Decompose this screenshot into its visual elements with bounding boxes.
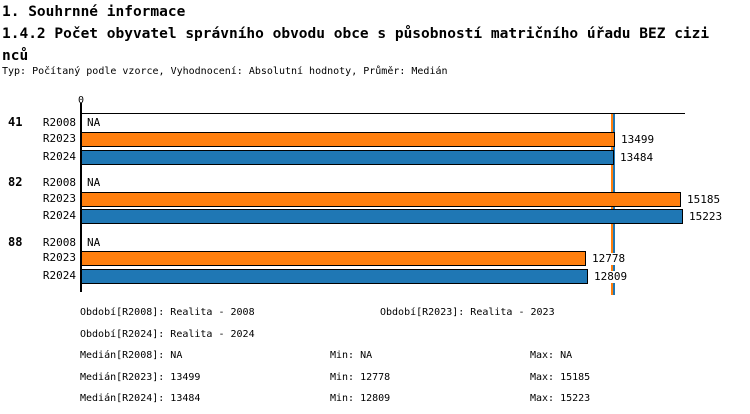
bar-r2024 xyxy=(81,209,683,225)
report-title: 1. Souhrnné informace xyxy=(2,4,186,20)
na-value-label: NA xyxy=(87,175,101,189)
series-label: R2024 xyxy=(42,149,76,163)
axis-origin-label: 0 xyxy=(77,95,85,106)
stat-period-r2008: Období[R2008]: Realita - 2008 xyxy=(80,307,255,318)
stat-max-r2023: Max: 15185 xyxy=(530,372,591,383)
series-label: R2024 xyxy=(42,209,76,223)
series-label: R2023 xyxy=(42,131,76,145)
stat-max-r2008: Max: NA xyxy=(530,350,573,361)
stat-median-r2024: Medián[R2024]: 13484 xyxy=(80,393,201,404)
stat-median-r2023: Medián[R2023]: 13499 xyxy=(80,372,201,383)
group-label: 82 xyxy=(8,174,23,189)
series-label: R2023 xyxy=(42,251,76,265)
bar-value-label: 15185 xyxy=(686,192,722,206)
bar-r2024 xyxy=(81,149,614,165)
series-label: R2008 xyxy=(42,175,76,189)
stat-median-r2008: Medián[R2008]: NA xyxy=(80,350,183,361)
bar-r2024 xyxy=(81,269,588,285)
report-subtitle: 1.4.2 Počet obyvatel správního obvodu ob… xyxy=(2,26,710,64)
series-label: R2008 xyxy=(42,116,76,129)
x-axis-top-line xyxy=(81,113,685,114)
stat-min-r2008: Min: NA xyxy=(330,350,373,361)
bar-value-label: 12778 xyxy=(591,252,627,266)
bar-value-label: 12809 xyxy=(593,270,629,284)
series-label: R2008 xyxy=(42,235,76,249)
bar-r2023 xyxy=(81,131,615,147)
group-label: 88 xyxy=(8,234,23,249)
bar-value-label: 15223 xyxy=(688,210,724,224)
series-label: R2023 xyxy=(42,191,76,205)
na-value-label: NA xyxy=(87,235,101,249)
stat-period-r2024: Období[R2024]: Realita - 2024 xyxy=(80,329,255,340)
series-label: R2024 xyxy=(42,269,76,283)
bar-value-label: 13484 xyxy=(619,150,655,164)
stat-max-r2024: Max: 15223 xyxy=(530,393,591,404)
bar-value-label: 13499 xyxy=(620,132,656,146)
group-label: 41 xyxy=(8,115,23,129)
bar-r2023 xyxy=(81,251,586,267)
bar-r2023 xyxy=(81,191,681,207)
na-value-label: NA xyxy=(87,116,101,129)
stat-min-r2023: Min: 12778 xyxy=(330,372,391,383)
stat-min-r2024: Min: 12809 xyxy=(330,393,391,404)
report-meta: Typ: Počítaný podle vzorce, Vyhodnocení:… xyxy=(2,66,448,77)
stat-period-r2023: Období[R2023]: Realita - 2023 xyxy=(380,307,555,318)
